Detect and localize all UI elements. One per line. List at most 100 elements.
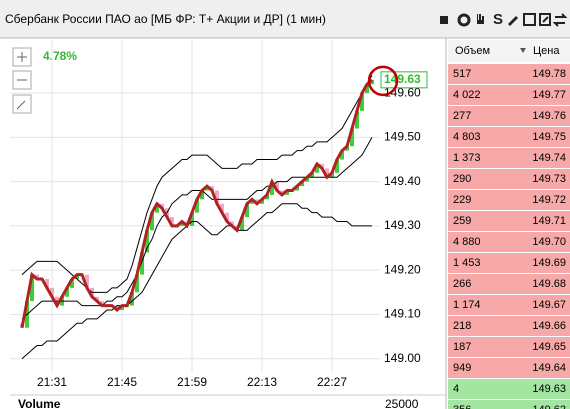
order-row[interactable]: 949 149.64 (448, 358, 570, 379)
order-row[interactable]: 277 149.76 (448, 106, 570, 127)
swap-icon[interactable] (552, 13, 568, 27)
order-row[interactable]: 356 149.62 (448, 400, 570, 409)
save-icon[interactable] (523, 13, 536, 26)
candle (70, 279, 74, 288)
candle (275, 181, 279, 191)
order-volume: 356 (453, 400, 471, 409)
toolbar[interactable]: S (440, 11, 568, 28)
order-volume: 259 (453, 215, 472, 227)
y-tick-label: 149.30 (384, 218, 421, 232)
order-volume: 4 (453, 383, 460, 395)
candle (250, 199, 254, 204)
plot: 149.00 149.10 149.20 149.30 149.40 149.50 149.… (10, 40, 428, 389)
y-tick-label: 149.40 (384, 174, 421, 188)
order-price: 149.65 (532, 341, 566, 353)
order-row[interactable]: 1 453 149.69 (448, 253, 570, 274)
order-price: 149.78 (532, 68, 566, 80)
order-volume: 229 (453, 194, 472, 206)
hand-icon[interactable] (477, 14, 484, 24)
candle (50, 287, 54, 297)
volume-label: Volume (18, 397, 61, 409)
candle (170, 217, 174, 226)
candle (255, 199, 259, 204)
candle (320, 163, 324, 169)
candle (180, 221, 184, 226)
band-lower (21, 203, 372, 360)
candle (370, 79, 374, 85)
candle (210, 186, 214, 191)
order-row[interactable]: 4 149.63 (448, 379, 570, 400)
order-row[interactable]: 1 373 149.74 (448, 148, 570, 169)
order-row[interactable]: 266 149.68 (448, 274, 570, 295)
order-price: 149.72 (532, 194, 566, 206)
candle (135, 274, 139, 293)
stop-icon[interactable] (440, 16, 448, 24)
candle (190, 212, 194, 226)
order-volume: 949 (453, 362, 472, 374)
order-volume: 1 453 (453, 257, 481, 269)
s-icon[interactable]: S (493, 11, 503, 28)
x-tick-label: 21:59 (177, 375, 207, 389)
order-price: 149.69 (532, 257, 566, 269)
candle (365, 84, 369, 94)
order-row[interactable]: 229 149.72 (448, 190, 570, 211)
y-tick-label: 149.20 (384, 262, 421, 276)
candle (305, 177, 309, 182)
order-volume: 218 (453, 320, 472, 332)
order-volume: 1 373 (453, 152, 481, 164)
candle (340, 150, 344, 160)
candle (260, 199, 264, 204)
candle (195, 199, 199, 213)
title-bar (0, 0, 570, 38)
order-volume: 187 (453, 341, 472, 353)
order-price: 149.70 (532, 236, 566, 248)
candle (215, 190, 219, 204)
order-price: 149.75 (532, 131, 566, 143)
candle (335, 159, 339, 173)
order-row[interactable]: 4 022 149.77 (448, 85, 570, 106)
candle (155, 203, 159, 213)
order-row[interactable]: 218 149.66 (448, 316, 570, 337)
candle (360, 93, 364, 111)
candle (310, 172, 314, 178)
band-middle (21, 137, 373, 320)
order-row[interactable]: 4 803 149.75 (448, 127, 570, 148)
order-volume: 517 (453, 68, 472, 80)
order-row[interactable]: 4 880 149.70 (448, 232, 570, 253)
order-row[interactable]: 187 149.65 (448, 337, 570, 358)
export-icon[interactable] (539, 13, 551, 26)
candle (355, 110, 359, 129)
band-upper (21, 75, 373, 293)
order-volume: 4 803 (453, 131, 481, 143)
candle (295, 186, 299, 191)
candle (330, 172, 334, 178)
candle (265, 194, 269, 200)
order-price: 149.74 (532, 152, 566, 164)
candle (30, 274, 34, 302)
zoom-buttons[interactable] (12, 47, 32, 114)
candle (95, 296, 99, 302)
window-title: Сбербанк России ПАО ао [МБ ФР: Т+ Акции … (5, 12, 326, 26)
order-row[interactable]: 290 149.73 (448, 169, 570, 190)
order-volume: 277 (453, 110, 472, 122)
wrench-icon[interactable] (508, 16, 518, 26)
candle (145, 230, 149, 253)
order-row[interactable]: 1 174 149.67 (448, 295, 570, 316)
candle (45, 279, 49, 288)
candle (345, 146, 349, 151)
candle (200, 190, 204, 200)
order-volume: 266 (453, 278, 472, 290)
order-volume: 4 880 (453, 236, 481, 248)
order-row[interactable]: 517 149.78 (448, 64, 570, 85)
y-tick-label: 149.00 (384, 351, 421, 365)
settings-icon[interactable] (457, 13, 471, 27)
candle (115, 305, 119, 311)
candle (160, 203, 164, 209)
order-row[interactable]: 259 149.71 (448, 211, 570, 232)
candle (285, 190, 289, 195)
last-price-label: 149.63 (384, 72, 421, 86)
sort-icon[interactable] (520, 48, 526, 53)
last-price-badge (380, 71, 428, 89)
highlight-circle (367, 65, 399, 97)
